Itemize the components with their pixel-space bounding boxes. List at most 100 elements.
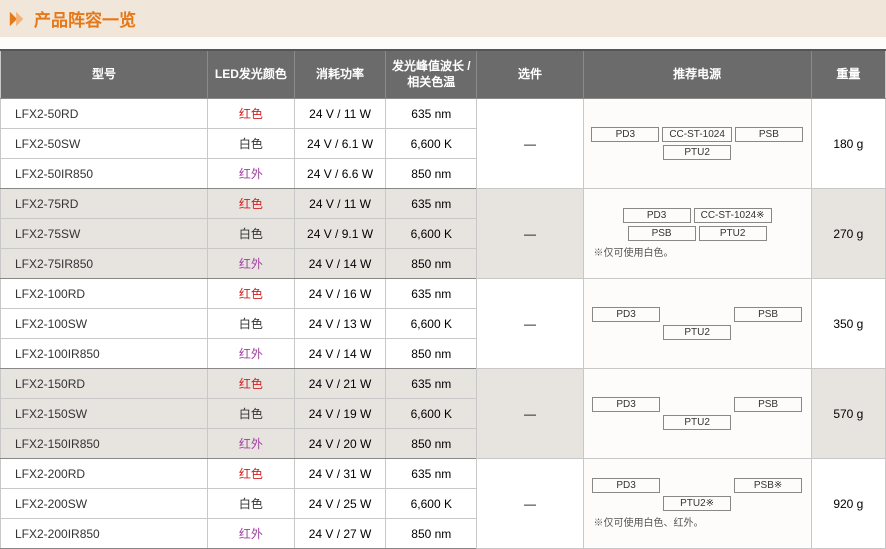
cell-led-color: 红色	[207, 369, 294, 399]
cell-wavelength: 635 nm	[386, 369, 477, 399]
cell-power: 24 V / 13 W	[294, 309, 385, 339]
cell-power: 24 V / 6.6 W	[294, 159, 385, 189]
table-row: LFX2-75RD红色24 V / 11 W635 nm—PD3CC-ST-10…	[1, 189, 886, 219]
cell-led-color: 红色	[207, 279, 294, 309]
cell-led-color: 白色	[207, 219, 294, 249]
cell-wavelength: 850 nm	[386, 249, 477, 279]
cell-wavelength: 850 nm	[386, 339, 477, 369]
cell-wavelength: 850 nm	[386, 519, 477, 549]
table-header-row: 型号 LED发光颜色 消耗功率 发光峰值波长 /相关色温 选件 推荐电源 重量	[1, 50, 886, 99]
cell-weight: 270 g	[811, 189, 885, 279]
col-weight: 重量	[811, 50, 885, 99]
table-row: LFX2-200RD红色24 V / 31 W635 nm—PD3XPSB※PT…	[1, 459, 886, 489]
product-table: 型号 LED发光颜色 消耗功率 发光峰值波长 /相关色温 选件 推荐电源 重量 …	[0, 49, 886, 549]
col-psu: 推荐电源	[583, 50, 811, 99]
col-model: 型号	[1, 50, 208, 99]
cell-option: —	[477, 189, 583, 279]
cell-recommended-psu: PD3XPSBPTU2	[583, 369, 811, 459]
cell-option: —	[477, 459, 583, 549]
psu-box: PSB※	[734, 478, 802, 493]
cell-power: 24 V / 14 W	[294, 249, 385, 279]
table-row: LFX2-50RD红色24 V / 11 W635 nm—PD3CC-ST-10…	[1, 99, 886, 129]
psu-note: ※仅可使用白色、红外。	[590, 514, 805, 529]
chevron-right-icon	[8, 10, 26, 28]
cell-wavelength: 635 nm	[386, 99, 477, 129]
cell-wavelength: 6,600 K	[386, 219, 477, 249]
cell-led-color: 红外	[207, 519, 294, 549]
cell-option: —	[477, 279, 583, 369]
psu-box: PTU2	[699, 226, 767, 241]
cell-power: 24 V / 27 W	[294, 519, 385, 549]
cell-power: 24 V / 31 W	[294, 459, 385, 489]
cell-model: LFX2-75SW	[1, 219, 208, 249]
cell-power: 24 V / 21 W	[294, 369, 385, 399]
psu-box: CC-ST-1024※	[694, 208, 772, 223]
cell-power: 24 V / 25 W	[294, 489, 385, 519]
section-title: 产品阵容一览	[34, 6, 136, 31]
cell-led-color: 红外	[207, 159, 294, 189]
cell-led-color: 白色	[207, 399, 294, 429]
col-wave: 发光峰值波长 /相关色温	[386, 50, 477, 99]
psu-box: PTU2	[663, 145, 731, 160]
cell-power: 24 V / 16 W	[294, 279, 385, 309]
psu-box: PD3	[623, 208, 691, 223]
cell-model: LFX2-50IR850	[1, 159, 208, 189]
cell-led-color: 红外	[207, 429, 294, 459]
psu-box: PTU2※	[663, 496, 731, 511]
cell-model: LFX2-200SW	[1, 489, 208, 519]
col-color: LED发光颜色	[207, 50, 294, 99]
psu-box: PSB	[734, 397, 802, 412]
cell-option: —	[477, 99, 583, 189]
psu-box: PD3	[592, 397, 660, 412]
cell-led-color: 白色	[207, 129, 294, 159]
cell-power: 24 V / 19 W	[294, 399, 385, 429]
psu-box: PSB	[734, 307, 802, 322]
table-row: LFX2-100RD红色24 V / 16 W635 nm—PD3XPSBPTU…	[1, 279, 886, 309]
cell-led-color: 白色	[207, 309, 294, 339]
col-power: 消耗功率	[294, 50, 385, 99]
cell-model: LFX2-50SW	[1, 129, 208, 159]
psu-box: PTU2	[663, 325, 731, 340]
cell-power: 24 V / 11 W	[294, 189, 385, 219]
psu-box: PTU2	[663, 415, 731, 430]
cell-wavelength: 850 nm	[386, 429, 477, 459]
cell-model: LFX2-150SW	[1, 399, 208, 429]
cell-recommended-psu: PD3CC-ST-1024※ PSBPTU2 ※仅可使用白色。	[583, 189, 811, 279]
cell-led-color: 红色	[207, 189, 294, 219]
psu-box: PD3	[592, 478, 660, 493]
cell-model: LFX2-150IR850	[1, 429, 208, 459]
cell-recommended-psu: PD3CC-ST-1024PSBPTU2	[583, 99, 811, 189]
cell-power: 24 V / 14 W	[294, 339, 385, 369]
table-row: LFX2-150RD红色24 V / 21 W635 nm—PD3XPSBPTU…	[1, 369, 886, 399]
psu-note: ※仅可使用白色。	[590, 244, 805, 259]
cell-recommended-psu: PD3XPSBPTU2	[583, 279, 811, 369]
section-header: 产品阵容一览	[0, 0, 886, 37]
cell-weight: 180 g	[811, 99, 885, 189]
cell-led-color: 红色	[207, 459, 294, 489]
psu-box: PD3	[592, 307, 660, 322]
cell-model: LFX2-75RD	[1, 189, 208, 219]
cell-led-color: 红色	[207, 99, 294, 129]
cell-wavelength: 635 nm	[386, 459, 477, 489]
cell-model: LFX2-200IR850	[1, 519, 208, 549]
cell-power: 24 V / 20 W	[294, 429, 385, 459]
cell-led-color: 红外	[207, 249, 294, 279]
cell-model: LFX2-100SW	[1, 309, 208, 339]
cell-wavelength: 6,600 K	[386, 309, 477, 339]
cell-weight: 570 g	[811, 369, 885, 459]
cell-wavelength: 635 nm	[386, 279, 477, 309]
cell-option: —	[477, 369, 583, 459]
cell-wavelength: 6,600 K	[386, 399, 477, 429]
cell-weight: 920 g	[811, 459, 885, 549]
psu-box: PD3	[591, 127, 659, 142]
cell-power: 24 V / 6.1 W	[294, 129, 385, 159]
cell-power: 24 V / 9.1 W	[294, 219, 385, 249]
cell-weight: 350 g	[811, 279, 885, 369]
cell-recommended-psu: PD3XPSB※PTU2※※仅可使用白色、红外。	[583, 459, 811, 549]
psu-box: PSB	[628, 226, 696, 241]
col-option: 选件	[477, 50, 583, 99]
cell-led-color: 红外	[207, 339, 294, 369]
cell-led-color: 白色	[207, 489, 294, 519]
cell-model: LFX2-50RD	[1, 99, 208, 129]
psu-box: PSB	[735, 127, 803, 142]
